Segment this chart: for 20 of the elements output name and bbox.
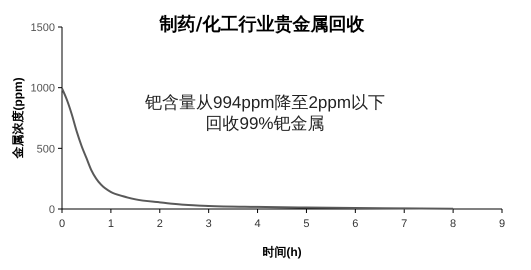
y-tick-label: 0: [48, 204, 55, 216]
x-tick-label: 5: [303, 218, 310, 230]
y-tick-label: 1500: [30, 22, 55, 34]
line-series: [61, 87, 454, 210]
x-tick-label: 9: [498, 218, 506, 230]
x-tick-label: 2: [156, 218, 163, 230]
x-tick-label: 0: [58, 218, 66, 230]
x-tick-label: 1: [108, 218, 114, 230]
x-tick-label: 3: [206, 218, 212, 230]
y-axis-title: 金属浓度(ppm): [11, 77, 25, 160]
x-tick-label: 4: [254, 218, 261, 230]
x-tick-label: 7: [401, 218, 408, 230]
x-axis-title: 时间(h): [262, 245, 302, 259]
annotation: 回收99%钯金属: [205, 114, 325, 133]
y-tick-label: 500: [36, 143, 55, 156]
annotation: 钯含量从994ppm降至2ppm以下: [144, 93, 385, 112]
x-tick-label: 8: [450, 218, 456, 230]
x-tick-label: 6: [352, 218, 358, 230]
chart-title: 制药/化工行业贵金属回收: [158, 14, 366, 35]
y-tick-label: 1000: [30, 82, 55, 95]
